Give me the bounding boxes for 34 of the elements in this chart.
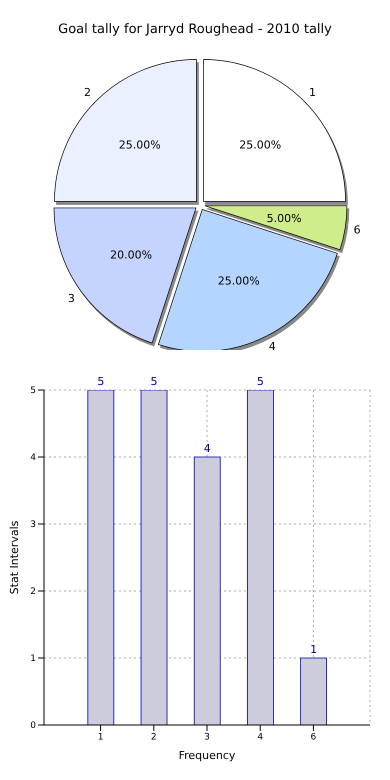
bar (300, 658, 328, 725)
data-label: 25.00% (118, 138, 161, 152)
x-tick-label: 6 (310, 732, 317, 742)
y-axis-title: Stat Intervals (8, 520, 21, 594)
bar (247, 390, 274, 725)
slice-label: 1 (308, 86, 316, 100)
y-tick-label: 3 (30, 520, 36, 530)
data-label: 5 (97, 375, 104, 388)
y-tick-label: 5 (30, 386, 36, 396)
y-tick-label: 1 (30, 654, 36, 664)
x-tick-label: 3 (204, 732, 210, 742)
bar (87, 390, 114, 725)
data-label: 1 (310, 643, 318, 656)
slice-label: 6 (354, 223, 361, 236)
y-tick-label: 4 (30, 453, 36, 464)
data-label: 5 (150, 375, 158, 388)
slice-label: 3 (68, 292, 75, 305)
chart-title: Goal tally for Jarryd Roughead - 2010 tally (57, 22, 333, 37)
data-label: 25.00% (239, 138, 282, 152)
x-tick-label: 4 (257, 732, 264, 742)
x-tick-label: 2 (150, 732, 157, 742)
y-tick-label: 2 (30, 587, 36, 598)
x-axis-title: Frequency (178, 749, 236, 762)
slice-label: 2 (84, 86, 92, 100)
y-tick-label: 0 (30, 721, 36, 732)
data-label: 25.00% (218, 274, 260, 288)
slice-label: 4 (268, 340, 276, 354)
data-label: 5 (256, 375, 264, 388)
data-label: 20.00% (110, 248, 152, 262)
bar (140, 390, 168, 725)
bar (194, 456, 221, 725)
x-tick-label: 1 (98, 732, 104, 742)
data-label: 5.00% (266, 212, 302, 225)
data-label: 4 (204, 442, 211, 455)
